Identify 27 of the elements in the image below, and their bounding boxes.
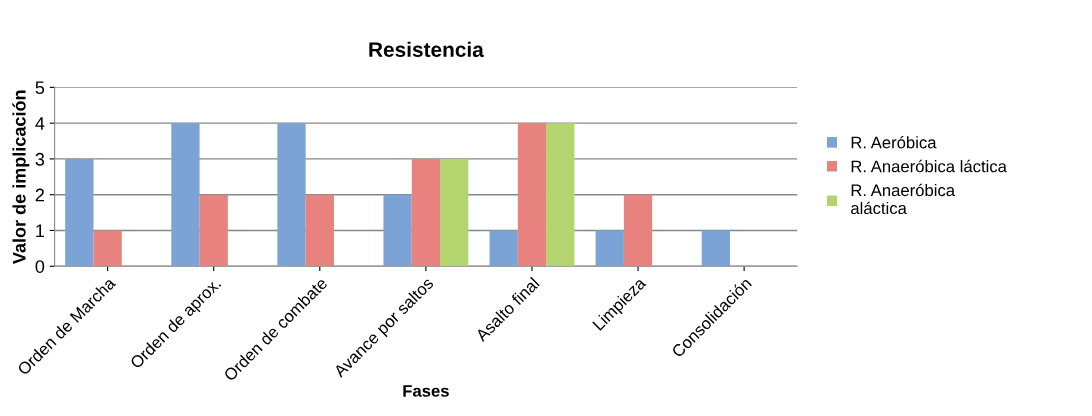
y-tick-label: 0	[35, 260, 45, 273]
y-tick-label: 2	[35, 188, 44, 202]
bar	[440, 158, 469, 267]
x-axis-title: Fases	[403, 385, 449, 397]
bar	[701, 230, 730, 267]
bar	[595, 230, 624, 267]
y-tick-label: 4	[35, 117, 45, 130]
y-tick-label: 3	[35, 152, 45, 166]
legend-label: R. Anaeróbica aláctica	[851, 183, 956, 215]
y-axis-title: Valor de implicación	[12, 90, 30, 264]
bar	[411, 158, 441, 267]
bar	[305, 194, 334, 267]
bar	[277, 123, 306, 267]
bar	[383, 194, 412, 267]
legend-label: R. Anaeróbica láctica	[851, 159, 1007, 173]
bar	[546, 123, 575, 267]
bar	[623, 194, 653, 267]
bar	[93, 230, 122, 267]
legend-label: R. Aeróbica	[851, 135, 937, 149]
bar	[171, 123, 200, 267]
chart-title: Resistencia	[369, 41, 484, 58]
bar	[199, 194, 228, 267]
y-tick-label: 1	[36, 224, 44, 238]
bar	[517, 123, 547, 267]
bar	[489, 230, 518, 267]
bar	[65, 158, 94, 267]
y-tick-label: 5	[35, 81, 45, 95]
